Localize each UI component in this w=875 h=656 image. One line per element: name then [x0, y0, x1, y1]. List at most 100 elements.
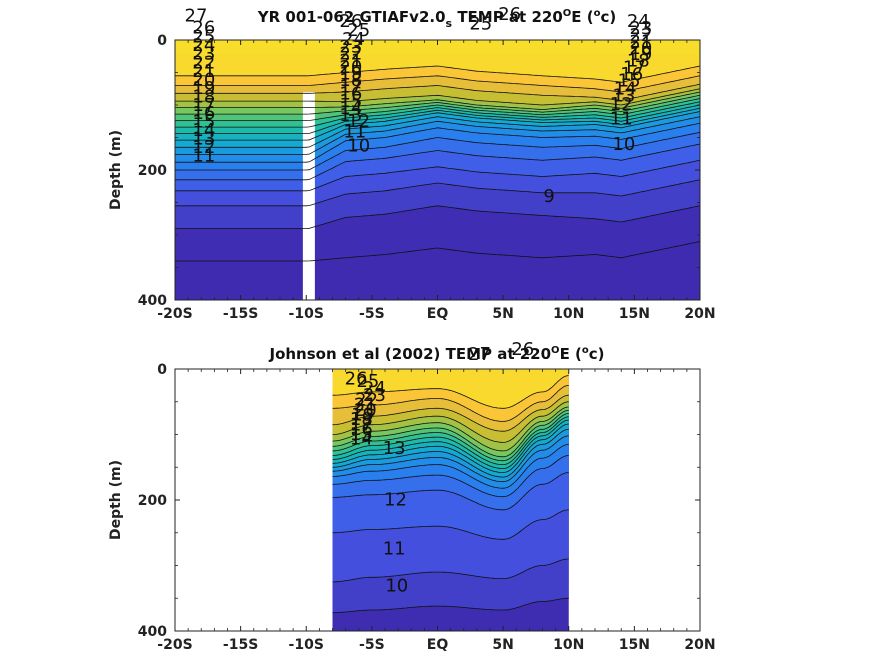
- top-contour-label: 20: [192, 69, 215, 90]
- top-contour-label: 13: [612, 86, 635, 107]
- top-contour-label: 16: [339, 84, 362, 105]
- top-contour-label: 15: [618, 71, 641, 92]
- bottom-contour-label: 18: [350, 409, 373, 430]
- top-contour-label: 15: [339, 91, 362, 112]
- top-y-axis: 0 200 400: [138, 33, 700, 309]
- top-x-tick-label: -20S: [157, 306, 192, 322]
- top-contour-label: 24: [627, 11, 650, 32]
- bottom-panel: Johnson et al (2002) TEMP at 220OE (oc) …: [108, 339, 716, 653]
- bottom-contour-label: 14: [350, 429, 373, 450]
- bottom-x-tick-label: 20N: [684, 637, 715, 653]
- top-x-tick-label: -10S: [289, 306, 324, 322]
- top-isotherm-line: [175, 111, 700, 148]
- bottom-contour-label: 26: [345, 368, 368, 389]
- top-contour-label: 20: [339, 57, 362, 78]
- bottom-contour-label: 13: [383, 438, 406, 459]
- top-isotherm-line: [175, 159, 700, 192]
- top-contour-label: 14: [614, 79, 637, 100]
- bottom-contour-label: 19: [351, 404, 374, 425]
- bottom-contour-label: 24: [363, 378, 386, 399]
- top-contour-label: 14: [339, 98, 362, 119]
- bottom-isotherm-line: [332, 558, 569, 583]
- bottom-contour-label: 10: [385, 575, 408, 596]
- top-contour-label: 23: [192, 43, 215, 64]
- top-contour-lines: [175, 65, 700, 262]
- top-isotherm-line: [175, 94, 700, 115]
- bottom-x-tick-label: 15N: [619, 637, 650, 653]
- bottom-isotherm-line: [332, 416, 569, 465]
- bottom-isotherm-line: [332, 385, 569, 422]
- top-contour-label: 22: [192, 53, 215, 74]
- bottom-x-tick-label: 10N: [553, 637, 584, 653]
- top-contour-label: 18: [192, 86, 215, 107]
- top-contour-label: 26: [192, 17, 215, 38]
- top-contour-label: 17: [192, 95, 215, 116]
- top-isotherm-line: [175, 131, 700, 171]
- bottom-isotherm-line: [332, 597, 569, 614]
- top-contour-label: 13: [192, 129, 215, 150]
- top-x-tick-label: 5N: [492, 306, 513, 322]
- top-contour-label: 11: [610, 108, 633, 129]
- bottom-contour-label: 25: [356, 371, 379, 392]
- top-contour-label: 12: [610, 94, 633, 115]
- top-panel: YR 001-062 GTIAFv2.0s TEMP at 220OE (oc)…: [108, 4, 716, 322]
- top-isotherm-line: [175, 83, 700, 101]
- bottom-isotherm-line: [332, 409, 569, 458]
- top-contour-label: 13: [339, 105, 362, 126]
- top-contour-label: 10: [347, 136, 370, 157]
- top-isotherm-line: [175, 143, 700, 181]
- bottom-y-tick-label: 0: [157, 362, 167, 378]
- bottom-isotherm-line: [332, 394, 569, 432]
- top-contour-label: 26: [339, 11, 362, 32]
- top-x-tick-label: 20N: [684, 306, 715, 322]
- top-contour-label: 11: [192, 145, 215, 166]
- top-contour-label: 27: [185, 6, 208, 27]
- top-contour-label: 16: [192, 103, 215, 124]
- bottom-contour-label: 17: [350, 414, 373, 435]
- top-contour-label: 16: [620, 64, 643, 85]
- bottom-y-tick-label: 400: [138, 624, 167, 640]
- top-contour-label: 10: [612, 134, 635, 155]
- top-isotherm-line: [175, 104, 700, 134]
- top-contour-label: 25: [192, 27, 215, 48]
- top-isotherm-line: [175, 116, 700, 155]
- bottom-contour-label: 11: [383, 539, 406, 560]
- bottom-isotherm-line: [332, 401, 569, 443]
- top-y-tick-label: 200: [138, 163, 167, 179]
- bottom-y-tick-label: 200: [138, 493, 167, 509]
- top-contour-label: 17: [623, 58, 646, 79]
- top-missing-data-gap: [302, 92, 315, 300]
- top-contour-label: 25: [469, 14, 492, 35]
- top-isotherm-line: [175, 122, 700, 163]
- bottom-isotherm-line: [332, 443, 569, 489]
- top-isotherm-line: [175, 91, 700, 110]
- bottom-contour-label: 21: [354, 395, 377, 416]
- top-isotherm-line: [175, 179, 700, 207]
- bottom-y-axis: 0 200 400: [138, 362, 700, 640]
- top-contour-label: 18: [627, 51, 650, 72]
- top-contour-label: 20: [629, 38, 652, 59]
- bottom-isotherm-line: [332, 435, 569, 483]
- bottom-x-tick-label: -20S: [157, 637, 192, 653]
- bottom-y-axis-label: Depth (m): [108, 460, 124, 540]
- top-isotherm-line: [175, 65, 700, 83]
- top-contour-label: 25: [347, 20, 370, 41]
- top-isotherm-line: [175, 241, 700, 262]
- bottom-isotherm-line: [332, 428, 569, 478]
- top-isotherm-line: [175, 75, 700, 93]
- top-contour-label: 14: [192, 120, 215, 141]
- bottom-contour-lines: [332, 375, 569, 614]
- top-contour-label: 19: [629, 44, 652, 65]
- bottom-x-tick-label: -5S: [359, 637, 385, 653]
- bottom-contour-label: 16: [350, 419, 373, 440]
- top-x-tick-label: 10N: [553, 306, 584, 322]
- top-isotherm-line: [175, 107, 700, 141]
- top-isotherm-line: [175, 101, 700, 128]
- bottom-contour-label: 20: [354, 400, 377, 421]
- bottom-contour-label: 12: [384, 490, 407, 511]
- bottom-x-tick-label: 5N: [492, 637, 513, 653]
- bottom-contour-label: 27: [468, 344, 491, 365]
- top-contour-label: 21: [629, 32, 652, 53]
- top-contour-label: 21: [339, 51, 362, 72]
